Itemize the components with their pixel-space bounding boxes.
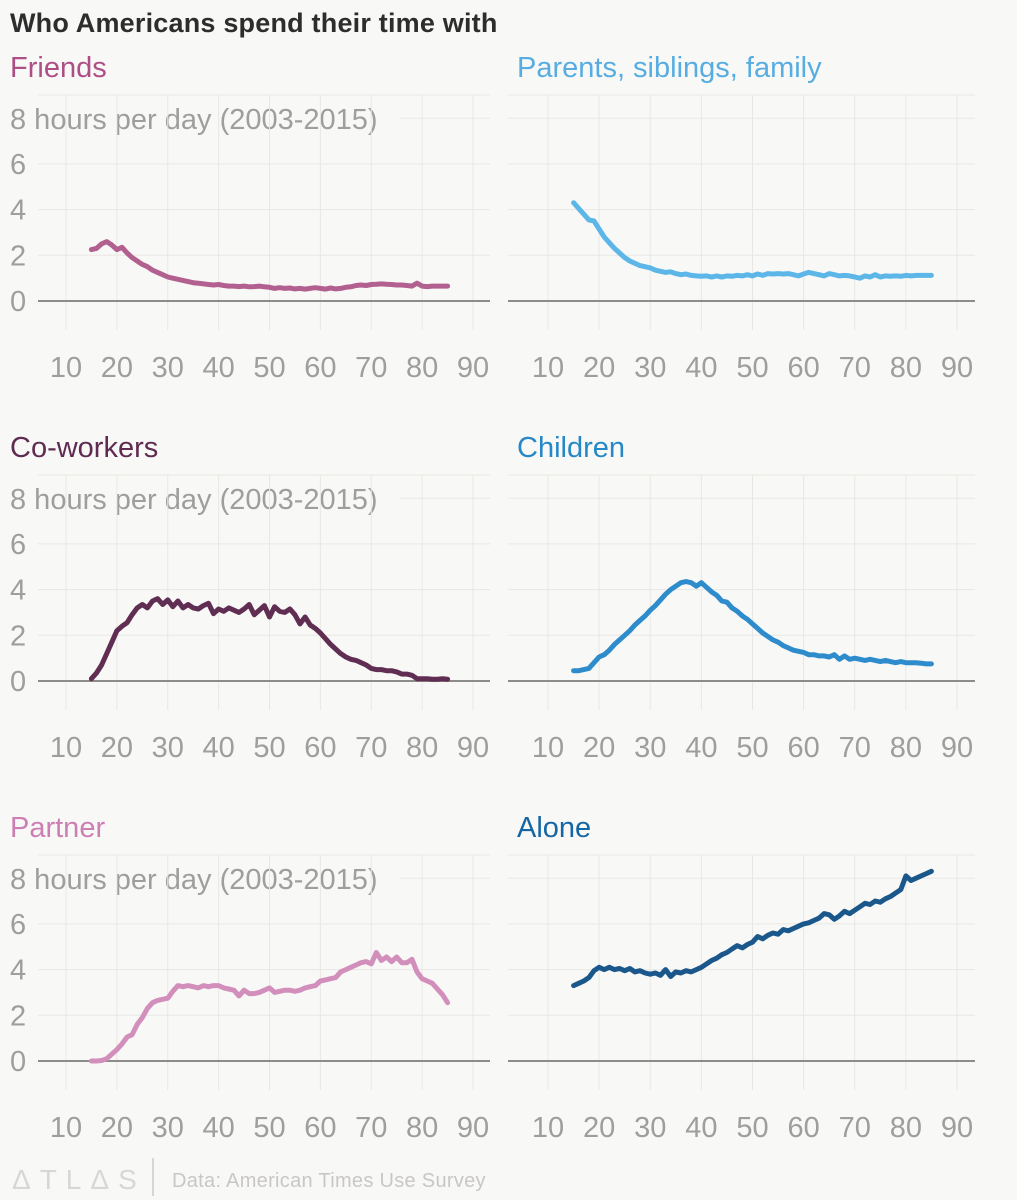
svg-text:90: 90 bbox=[941, 732, 973, 764]
svg-text:20: 20 bbox=[101, 732, 133, 764]
chart-alone: 10 20 30 40 50 60 70 80 90 bbox=[508, 854, 975, 1144]
svg-text:10: 10 bbox=[532, 1112, 564, 1144]
svg-text:80: 80 bbox=[890, 352, 922, 384]
svg-text:70: 70 bbox=[355, 352, 387, 384]
svg-text:2: 2 bbox=[10, 620, 26, 652]
line-co-workers bbox=[88, 596, 451, 682]
svg-text:50: 50 bbox=[253, 732, 285, 764]
svg-text:20: 20 bbox=[101, 1112, 133, 1144]
data-source-label: Data: American Times Use Survey bbox=[172, 1170, 486, 1192]
svg-text:80: 80 bbox=[890, 1112, 922, 1144]
svg-text:10: 10 bbox=[532, 352, 564, 384]
line-children bbox=[571, 579, 934, 674]
footer-divider-line bbox=[152, 1158, 154, 1196]
line-friends bbox=[88, 239, 451, 292]
svg-text:60: 60 bbox=[304, 352, 336, 384]
svg-text:6: 6 bbox=[10, 529, 26, 561]
svg-text:6: 6 bbox=[10, 149, 26, 181]
atlas-logo: ΔTLΔS bbox=[12, 1164, 146, 1195]
svg-text:40: 40 bbox=[202, 732, 234, 764]
svg-text:60: 60 bbox=[304, 1112, 336, 1144]
svg-text:2: 2 bbox=[10, 1000, 26, 1032]
svg-text:40: 40 bbox=[202, 1112, 234, 1144]
y-axis-top-label-row3: 8 hours per day (2003-2015) bbox=[10, 864, 378, 896]
svg-text:4: 4 bbox=[10, 195, 26, 227]
svg-text:70: 70 bbox=[355, 732, 387, 764]
svg-text:0: 0 bbox=[10, 666, 26, 698]
svg-text:10: 10 bbox=[50, 1112, 82, 1144]
chart-friends: 10 20 30 40 50 60 70 80 90 0 2 4 6 bbox=[10, 94, 490, 384]
svg-text:70: 70 bbox=[839, 1112, 871, 1144]
svg-text:2: 2 bbox=[10, 240, 26, 272]
chart-title: Who Americans spend their time with bbox=[10, 8, 498, 38]
svg-text:90: 90 bbox=[457, 352, 489, 384]
svg-text:20: 20 bbox=[101, 352, 133, 384]
svg-text:6: 6 bbox=[10, 909, 26, 941]
svg-text:10: 10 bbox=[50, 732, 82, 764]
svg-text:90: 90 bbox=[941, 352, 973, 384]
svg-text:30: 30 bbox=[152, 352, 184, 384]
svg-text:80: 80 bbox=[406, 732, 438, 764]
svg-text:50: 50 bbox=[736, 1112, 768, 1144]
svg-text:0: 0 bbox=[10, 1046, 26, 1078]
svg-text:40: 40 bbox=[685, 732, 717, 764]
panel-title-children: Children bbox=[517, 432, 625, 464]
svg-text:80: 80 bbox=[406, 1112, 438, 1144]
panel-title-friends: Friends bbox=[10, 52, 107, 84]
svg-text:60: 60 bbox=[304, 732, 336, 764]
footer: ΔTLΔS Data: American Times Use Survey bbox=[0, 1152, 1017, 1200]
chart-partner: 10 20 30 40 50 60 70 80 90 0 2 4 6 bbox=[10, 854, 490, 1144]
chart-parents: 10 20 30 40 50 60 70 80 90 bbox=[508, 94, 975, 384]
panel-title-alone: Alone bbox=[517, 812, 592, 844]
svg-text:4: 4 bbox=[10, 575, 26, 607]
svg-text:20: 20 bbox=[583, 1112, 615, 1144]
svg-text:0: 0 bbox=[10, 286, 26, 318]
svg-text:70: 70 bbox=[839, 352, 871, 384]
chart-children: 10 20 30 40 50 60 70 80 90 bbox=[508, 474, 975, 764]
svg-text:10: 10 bbox=[50, 352, 82, 384]
svg-text:30: 30 bbox=[634, 732, 666, 764]
svg-text:60: 60 bbox=[787, 352, 819, 384]
line-partner bbox=[88, 950, 451, 1064]
svg-text:30: 30 bbox=[152, 732, 184, 764]
svg-text:10: 10 bbox=[532, 732, 564, 764]
svg-text:50: 50 bbox=[736, 352, 768, 384]
svg-text:90: 90 bbox=[941, 1112, 973, 1144]
svg-text:50: 50 bbox=[253, 352, 285, 384]
svg-text:30: 30 bbox=[152, 1112, 184, 1144]
svg-text:70: 70 bbox=[355, 1112, 387, 1144]
line-alone bbox=[571, 868, 934, 989]
y-axis-top-label-row2: 8 hours per day (2003-2015) bbox=[10, 484, 378, 516]
svg-text:30: 30 bbox=[634, 1112, 666, 1144]
line-parents-siblings-family bbox=[571, 200, 934, 281]
svg-text:40: 40 bbox=[202, 352, 234, 384]
svg-text:60: 60 bbox=[787, 1112, 819, 1144]
panel-title-partner: Partner bbox=[10, 812, 106, 844]
svg-text:40: 40 bbox=[685, 352, 717, 384]
svg-text:20: 20 bbox=[583, 352, 615, 384]
svg-text:60: 60 bbox=[787, 732, 819, 764]
panel-title-parents: Parents, siblings, family bbox=[517, 52, 822, 84]
svg-text:70: 70 bbox=[839, 732, 871, 764]
svg-text:80: 80 bbox=[406, 352, 438, 384]
svg-text:30: 30 bbox=[634, 352, 666, 384]
panel-title-coworkers: Co-workers bbox=[10, 432, 159, 464]
svg-text:90: 90 bbox=[457, 1112, 489, 1144]
svg-text:90: 90 bbox=[457, 732, 489, 764]
svg-text:50: 50 bbox=[253, 1112, 285, 1144]
y-axis-top-label-row1: 8 hours per day (2003-2015) bbox=[10, 104, 378, 136]
svg-text:50: 50 bbox=[736, 732, 768, 764]
svg-text:4: 4 bbox=[10, 955, 26, 987]
svg-text:80: 80 bbox=[890, 732, 922, 764]
svg-text:20: 20 bbox=[583, 732, 615, 764]
svg-text:40: 40 bbox=[685, 1112, 717, 1144]
chart-coworkers: 10 20 30 40 50 60 70 80 90 0 2 4 6 bbox=[10, 474, 490, 764]
